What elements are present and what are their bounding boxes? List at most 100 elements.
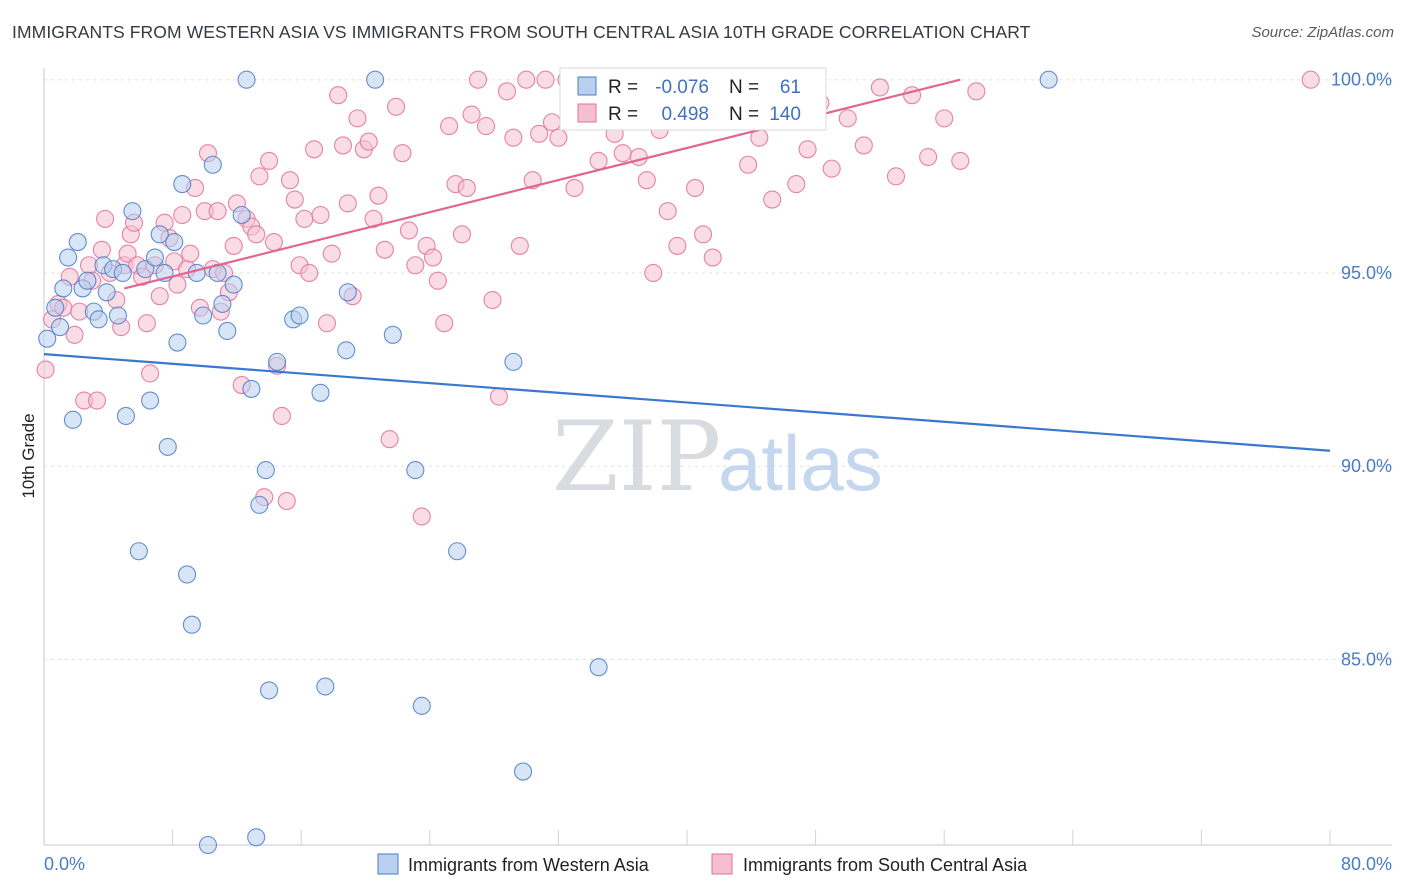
point-western-asia — [116, 406, 136, 426]
point-south-central-asia — [317, 314, 336, 333]
point-western-asia — [165, 233, 184, 252]
point-south-central-asia — [536, 70, 555, 89]
point-south-central-asia — [457, 178, 476, 197]
point-south-central-asia — [348, 109, 367, 128]
point-south-central-asia — [644, 263, 663, 283]
legend-label-western-asia[interactable]: Immigrants from Western Asia — [408, 855, 650, 875]
point-south-central-asia — [208, 202, 227, 221]
point-western-asia — [338, 283, 357, 302]
point-western-asia — [406, 461, 425, 480]
x-tick-label-left: 0.0% — [44, 854, 85, 874]
point-western-asia — [54, 279, 73, 298]
point-western-asia — [89, 310, 108, 329]
point-south-central-asia — [510, 236, 529, 255]
watermark: ZIP atlas — [552, 401, 883, 513]
point-south-central-asia — [694, 225, 713, 244]
point-south-central-asia — [272, 406, 291, 426]
point-western-asia — [63, 410, 82, 429]
point-western-asia — [256, 461, 275, 480]
point-south-central-asia — [613, 144, 632, 163]
stats-swatch-pink — [577, 103, 597, 123]
point-south-central-asia — [822, 159, 841, 178]
point-western-asia — [59, 248, 78, 267]
stat-n-label-blue: N = — [729, 77, 759, 98]
trend-line-south-central-asia — [124, 78, 961, 290]
point-western-asia — [311, 383, 330, 402]
point-western-asia — [182, 615, 201, 634]
chart-title: IMMIGRANTS FROM WESTERN ASIA VS IMMIGRAN… — [12, 22, 1031, 42]
point-western-asia — [173, 175, 192, 194]
point-western-asia — [178, 565, 197, 584]
point-south-central-asia — [629, 147, 648, 167]
y-tick-label: 90.0% — [1341, 456, 1392, 476]
y-tick-label: 85.0% — [1341, 649, 1392, 669]
point-western-asia — [366, 70, 385, 89]
y-axis-label: 10th Grade — [19, 413, 38, 498]
stats-swatch-blue — [577, 76, 597, 96]
point-south-central-asia — [428, 271, 447, 290]
watermark-atlas: atlas — [718, 419, 883, 507]
point-western-asia — [250, 495, 269, 514]
point-south-central-asia — [497, 82, 517, 101]
point-western-asia — [145, 248, 164, 267]
stat-n-label-pink: N = — [729, 104, 759, 125]
source-credit: Source: ZipAtlas.com — [1251, 24, 1394, 41]
point-south-central-asia — [870, 78, 889, 97]
point-south-central-asia — [359, 132, 378, 151]
legend-label-south-central-asia[interactable]: Immigrants from South Central Asia — [743, 855, 1028, 875]
point-south-central-asia — [224, 236, 243, 255]
point-western-asia — [68, 233, 87, 252]
point-south-central-asia — [247, 225, 266, 244]
point-south-central-asia — [483, 290, 502, 310]
point-south-central-asia — [838, 109, 857, 128]
point-south-central-asia — [452, 225, 472, 244]
point-south-central-asia — [150, 287, 169, 306]
stats-legend-box: R = -0.076 N = 61 R = 0.498 N = 140 — [559, 67, 827, 131]
legend-swatch-south-central-asia[interactable] — [711, 853, 733, 875]
stat-r-blue: -0.076 — [655, 77, 709, 98]
legend-swatch-western-asia[interactable] — [377, 853, 399, 875]
point-south-central-asia — [517, 70, 536, 89]
point-western-asia — [51, 318, 70, 337]
point-south-central-asia — [530, 124, 549, 143]
point-western-asia — [316, 677, 335, 696]
stat-r-pink: 0.498 — [661, 104, 709, 125]
point-western-asia — [136, 260, 155, 279]
point-western-asia — [218, 321, 237, 341]
point-south-central-asia — [462, 105, 481, 124]
point-western-asia — [198, 835, 218, 855]
point-south-central-asia — [338, 194, 357, 213]
point-south-central-asia — [685, 178, 705, 197]
series-western-asia-points — [38, 70, 1058, 855]
stat-n-blue: 61 — [780, 77, 801, 98]
point-south-central-asia — [380, 430, 399, 449]
point-south-central-asia — [92, 240, 111, 259]
point-western-asia — [129, 542, 148, 561]
point-south-central-asia — [375, 240, 394, 259]
point-south-central-asia — [854, 136, 873, 155]
y-tick-label: 95.0% — [1341, 263, 1392, 283]
point-western-asia — [232, 205, 251, 225]
point-south-central-asia — [668, 236, 687, 255]
point-western-asia — [412, 696, 431, 715]
point-south-central-asia — [311, 205, 330, 225]
point-south-central-asia — [65, 325, 84, 344]
point-south-central-asia — [181, 244, 200, 263]
point-western-asia — [141, 391, 160, 410]
point-south-central-asia — [329, 86, 348, 105]
point-south-central-asia — [250, 167, 269, 186]
point-south-central-asia — [589, 151, 608, 170]
point-south-central-asia — [542, 113, 562, 132]
point-south-central-asia — [886, 167, 906, 186]
point-south-central-asia — [406, 256, 425, 275]
point-south-central-asia — [141, 364, 160, 383]
point-south-central-asia — [489, 387, 508, 406]
point-south-central-asia — [96, 209, 115, 228]
trend-lines — [43, 78, 1331, 452]
point-western-asia — [158, 437, 177, 456]
point-south-central-asia — [1301, 70, 1320, 89]
point-western-asia — [513, 762, 533, 781]
point-western-asia — [108, 306, 127, 325]
point-south-central-asia — [951, 151, 970, 170]
